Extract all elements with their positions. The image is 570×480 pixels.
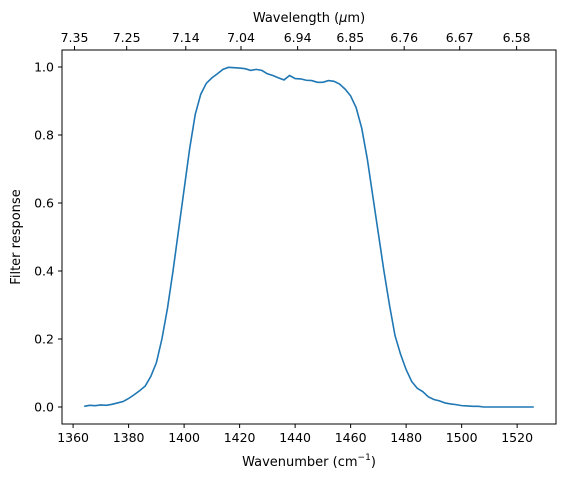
top-tick-label: 6.94: [284, 30, 312, 45]
x-tick-label: 1500: [446, 430, 478, 445]
x-tick-label: 1380: [113, 430, 145, 445]
x-axis-title: Wavenumber (cm−1): [242, 453, 376, 470]
top-tick-label: 6.67: [446, 30, 474, 45]
top-tick-label: 7.14: [172, 30, 200, 45]
top-tick-label: 6.76: [390, 30, 418, 45]
y-axis-ticks: 0.0 0.2 0.4 0.6 0.8 1.0: [34, 60, 62, 415]
top-tick-label: 7.25: [113, 30, 141, 45]
y-tick-label: 0.8: [34, 128, 54, 143]
x-tick-label: 1480: [390, 430, 422, 445]
x-tick-label: 1420: [224, 430, 256, 445]
x-tick-label: 1520: [501, 430, 533, 445]
x-tick-label: 1440: [279, 430, 311, 445]
x-axis-ticks: 1360 1380 1400 1420 1440 1460 1480 1500 1520: [57, 424, 533, 445]
filter-response-line: [84, 66, 534, 408]
top-tick-label: 7.35: [61, 30, 89, 45]
top-axis-ticks: 7.35 7.25 7.14 7.04 6.94 6.85 6.76 6.67 6.58: [61, 30, 531, 50]
x-tick-label: 1360: [57, 430, 89, 445]
x-tick-label: 1400: [168, 430, 200, 445]
y-tick-label: 0.4: [34, 264, 54, 279]
top-axis-title: Wavelength (μm): [253, 11, 365, 26]
plot-frame: [61, 49, 557, 425]
x-tick-label: 1460: [335, 430, 367, 445]
top-tick-label: 6.85: [336, 30, 364, 45]
y-tick-label: 0.0: [34, 400, 54, 415]
y-tick-label: 0.2: [34, 332, 54, 347]
y-tick-label: 0.6: [34, 196, 54, 211]
top-tick-label: 7.04: [227, 30, 255, 45]
y-axis-title: Filter response: [9, 189, 24, 284]
y-tick-label: 1.0: [34, 60, 54, 75]
top-tick-label: 6.58: [503, 30, 531, 45]
